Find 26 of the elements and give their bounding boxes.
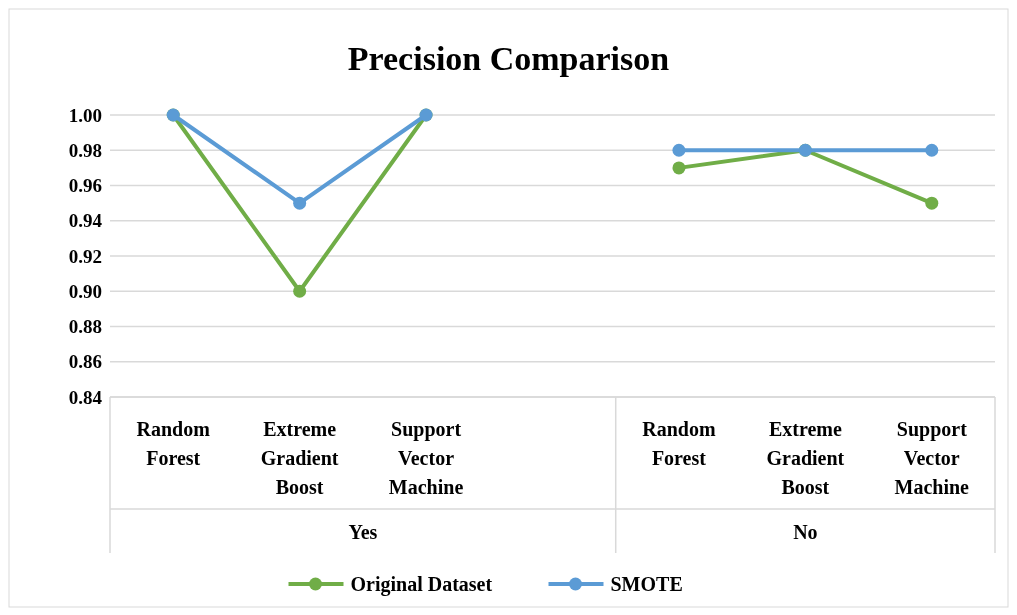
x-tick-label: Support Vector Machine <box>894 418 970 498</box>
x-tick-label: Random Forest <box>642 418 716 469</box>
y-tick-label: 0.90 <box>68 280 102 302</box>
x-tick-label: Extreme Gradient Boost <box>260 418 339 498</box>
point <box>672 143 686 157</box>
legend-label: Original Dataset <box>350 573 493 596</box>
point <box>672 161 686 175</box>
y-tick-label: 0.98 <box>68 139 102 161</box>
y-tick-label: 0.92 <box>68 245 102 267</box>
x-tick-label: Extreme Gradient Boost <box>766 418 845 498</box>
legend-label: SMOTE <box>610 573 683 595</box>
x-tick-label: Support Vector Machine <box>388 418 464 498</box>
point <box>925 196 939 210</box>
text: No <box>793 521 818 543</box>
chart-title: Precision Comparison <box>347 40 670 77</box>
y-tick-label: 0.84 <box>68 386 103 408</box>
y-tick-label: 0.86 <box>68 351 102 373</box>
x-tick-label: Random Forest <box>136 418 211 469</box>
y-tick-label: 1.00 <box>68 104 102 126</box>
point <box>293 196 307 210</box>
y-tick-label: 0.96 <box>68 175 102 197</box>
point <box>925 143 939 157</box>
point <box>293 284 307 298</box>
y-tick-label: 0.88 <box>68 316 102 338</box>
y-tick-label: 0.94 <box>68 210 103 232</box>
text: Yes <box>348 521 378 543</box>
